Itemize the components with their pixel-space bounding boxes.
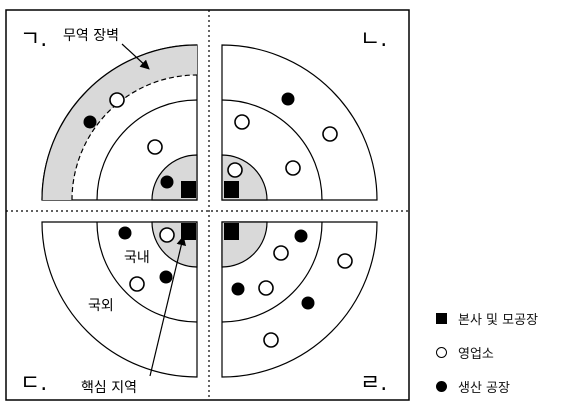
hq-square-tr: [224, 181, 239, 198]
sales-office-marker: [109, 92, 125, 108]
trade-barrier-line: [71, 74, 198, 201]
outer-ring-tr: [221, 44, 378, 201]
hq-square-icon: [432, 312, 450, 324]
mid-ring-br: [221, 221, 323, 323]
outer-ring-bl: [41, 221, 198, 378]
mid-ring-tl: [96, 99, 198, 201]
production-plant-marker: [281, 92, 295, 106]
legend-item-hq: 본사 및 모공장: [432, 308, 538, 328]
hq-square-bl: [181, 223, 196, 240]
production-plant-marker: [231, 282, 245, 296]
production-plant-marker: [83, 115, 97, 129]
outer-arc-tl: [41, 44, 198, 201]
domestic-label: 국내: [124, 250, 150, 266]
sales-office-marker: [147, 139, 163, 155]
trade-barrier-zone: [42, 45, 197, 200]
trade-barrier-label: 무역 장벽: [63, 28, 119, 44]
production-plant-marker: [301, 296, 315, 310]
production-plant-marker: [159, 270, 173, 284]
location-diagram: ㄱ. ㄴ. ㄷ. ㄹ. 무역 장벽 국내 국외 핵심 지역: [5, 9, 410, 401]
sales-office-marker: [285, 160, 301, 176]
sales-office-marker: [129, 276, 145, 292]
sales-office-marker: [337, 253, 353, 269]
quadrant-tl: [41, 44, 198, 201]
legend: 본사 및 모공장 영업소 생산 공장: [432, 308, 538, 410]
production-plant-marker: [118, 226, 132, 240]
foreign-label: 국외: [88, 298, 114, 314]
production-plants: [83, 92, 315, 310]
sales-offices: [109, 92, 353, 348]
open-circle-icon: [432, 346, 450, 358]
trade-barrier-arrow: [121, 43, 150, 70]
sales-office-marker: [227, 162, 243, 178]
sales-office-marker: [159, 227, 175, 243]
filled-circle-icon: [432, 380, 450, 392]
quadrant-label-bl: ㄷ.: [20, 371, 47, 396]
sales-office-marker: [322, 126, 338, 142]
hq-square-tl: [181, 181, 196, 198]
mid-ring-tr: [221, 99, 323, 201]
quadrant-label-tr: ㄴ.: [360, 27, 387, 52]
sales-office-marker: [234, 114, 250, 130]
core-region-arrow: [149, 235, 186, 377]
quadrant-label-tl: ㄱ.: [20, 27, 47, 52]
hq-square-br: [224, 223, 239, 240]
legend-item-production-plant: 생산 공장: [432, 376, 538, 396]
quadrant-label-br: ㄹ.: [360, 371, 387, 396]
legend-label: 본사 및 모공장: [458, 312, 539, 328]
mid-ring-bl: [96, 221, 198, 323]
sales-office-marker: [258, 280, 274, 296]
sales-office-marker: [273, 245, 289, 261]
sales-office-marker: [263, 332, 279, 348]
production-plant-marker: [160, 175, 174, 189]
legend-item-sales-office: 영업소: [432, 342, 538, 362]
legend-label: 생산 공장: [458, 380, 510, 396]
production-plant-marker: [294, 229, 308, 243]
legend-label: 영업소: [458, 346, 494, 362]
core-region-label: 핵심 지역: [81, 380, 137, 396]
diagram-frame: [5, 9, 410, 401]
